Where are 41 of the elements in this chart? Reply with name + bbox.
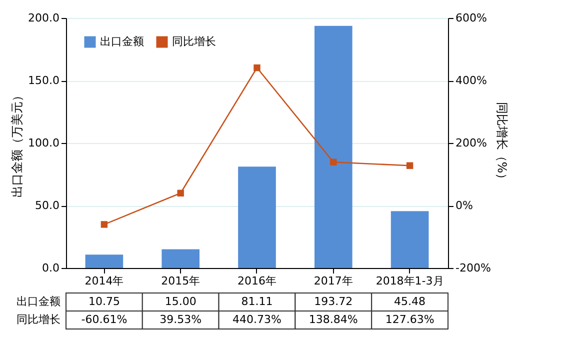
x-tick-label: 2017年: [314, 274, 353, 288]
point: [406, 162, 414, 169]
data-label: 45.48: [394, 295, 426, 308]
x-tick-label: 2015年: [161, 274, 200, 288]
data-label: 39.53%: [160, 313, 202, 326]
y2-tick-label: 600%: [456, 12, 487, 24]
bar: [390, 211, 429, 268]
data-label: -60.61%: [81, 313, 128, 326]
y2-tick-label: 200%: [456, 136, 487, 150]
data-label: 193.72: [314, 295, 353, 308]
y-axis-title: 出口金额（万美元）: [10, 90, 24, 198]
y-tick-label: 0.0: [42, 262, 60, 274]
legend-label: 出口金额: [100, 35, 144, 48]
y2-axis-title: 同比增长（%）: [494, 102, 509, 186]
bar: [85, 254, 124, 268]
data-label: 10.75: [88, 295, 120, 308]
legend-label: 同比增长: [172, 35, 216, 48]
y2-tick-label: -200%: [456, 262, 491, 274]
text: 出口金额: [16, 295, 60, 308]
y-tick-label: 100.0: [28, 136, 60, 150]
y-tick-label: 150.0: [28, 74, 60, 87]
data-label: 127.63%: [385, 313, 434, 326]
y2-tick-label: 400%: [456, 74, 487, 87]
data-label: 138.84%: [308, 313, 358, 326]
x-tick-label: 2018年1-3月: [376, 274, 444, 288]
text: 同比增长: [16, 313, 60, 326]
point: [177, 190, 184, 196]
point: [330, 158, 337, 166]
y2-tick-label: 0%: [456, 199, 473, 212]
point: [254, 64, 260, 72]
bar: [238, 166, 276, 268]
data-label: 440.73%: [232, 313, 282, 326]
data-label: 81.11: [241, 295, 273, 308]
bar: [314, 26, 352, 268]
y-tick-label: 200.0: [28, 12, 60, 24]
y-tick-label: 50.0: [35, 199, 60, 212]
x-tick-label: 2014年: [84, 274, 124, 288]
point: [100, 221, 108, 228]
data-label: 15.00: [164, 295, 196, 308]
x-tick-label: 2016年: [238, 274, 276, 288]
bar: [162, 249, 200, 268]
